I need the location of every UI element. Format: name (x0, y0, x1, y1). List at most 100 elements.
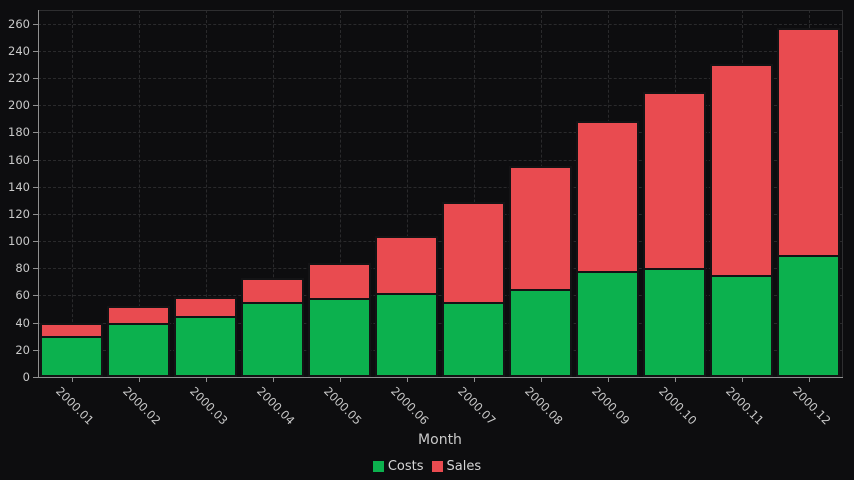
gridline-h-160 (38, 159, 842, 161)
gridline-h-60 (38, 295, 842, 297)
y-tick-label-200: 200 (8, 98, 30, 113)
y-tick-label-0: 0 (22, 370, 30, 384)
x-tick-2000.08 (540, 378, 542, 382)
y-tick-120 (33, 213, 38, 215)
gridline-h-240 (38, 50, 842, 52)
bar-segment-sales-2000.04[interactable] (241, 277, 304, 303)
bar-2000.06 (375, 235, 438, 377)
bar-segment-costs-2000.04[interactable] (241, 302, 304, 377)
y-tick-label-40: 40 (15, 315, 30, 330)
gridline-h-180 (38, 132, 842, 134)
x-tick-label-2000.04: 2000.04 (253, 384, 298, 428)
bar-segment-sales-2000.05[interactable] (308, 262, 371, 299)
bar-segment-costs-2000.05[interactable] (308, 298, 371, 377)
gridline-h-200 (38, 105, 842, 107)
x-tick-2000.12 (808, 378, 810, 382)
x-tick-label-2000.09: 2000.09 (588, 384, 633, 428)
y-tick-label-120: 120 (8, 206, 30, 221)
bar-segment-sales-2000.12[interactable] (777, 27, 840, 255)
x-tick-2000.05 (339, 378, 341, 382)
x-tick-label-2000.08: 2000.08 (521, 384, 566, 428)
y-tick-label-260: 260 (8, 16, 30, 31)
bar-2000.01 (40, 322, 103, 377)
gridline-v-2000.06 (406, 10, 408, 377)
y-tick-40 (33, 322, 38, 324)
bar-segment-costs-2000.11[interactable] (710, 275, 773, 377)
bar-segment-costs-2000.02[interactable] (107, 322, 170, 377)
bar-segment-costs-2000.12[interactable] (777, 254, 840, 377)
bar-segment-sales-2000.10[interactable] (643, 91, 706, 269)
bar-segment-sales-2000.03[interactable] (174, 296, 237, 316)
y-tick-180 (33, 132, 38, 134)
bar-2000.10 (643, 91, 706, 377)
bar-2000.04 (241, 277, 304, 377)
y-tick-label-100: 100 (8, 234, 30, 249)
plot-area (38, 10, 842, 377)
bar-segment-costs-2000.10[interactable] (643, 268, 706, 377)
gridline-v-2000.02 (138, 10, 140, 377)
bar-segment-costs-2000.03[interactable] (174, 315, 237, 377)
x-tick-2000.03 (205, 378, 207, 382)
y-tick-160 (33, 159, 38, 161)
gridline-h-80 (38, 268, 842, 270)
gridline-h-100 (38, 241, 842, 243)
plot-frame-top (38, 10, 842, 11)
legend-item-sales[interactable]: Sales (431, 459, 481, 474)
x-tick-2000.02 (138, 378, 140, 382)
y-tick-label-80: 80 (15, 261, 30, 276)
bar-segment-costs-2000.09[interactable] (576, 270, 639, 377)
y-tick-label-140: 140 (8, 179, 30, 194)
bar-segment-sales-2000.08[interactable] (509, 166, 572, 289)
y-tick-260 (33, 23, 38, 25)
bar-2000.09 (576, 121, 639, 377)
bar-segment-sales-2000.02[interactable] (107, 306, 170, 323)
legend-swatch-sales-icon (431, 461, 443, 472)
x-tick-label-2000.12: 2000.12 (789, 384, 834, 428)
y-tick-label-220: 220 (8, 70, 30, 85)
x-tick-2000.06 (406, 378, 408, 382)
bar-segment-costs-2000.06[interactable] (375, 292, 438, 377)
bar-segment-sales-2000.07[interactable] (442, 201, 505, 303)
bar-segment-costs-2000.07[interactable] (442, 302, 505, 377)
bar-segment-sales-2000.11[interactable] (710, 64, 773, 276)
bar-segment-costs-2000.08[interactable] (509, 288, 572, 377)
x-tick-2000.04 (272, 378, 274, 382)
plot-frame-right (842, 10, 843, 377)
y-tick-label-180: 180 (8, 125, 30, 140)
legend-label-costs: Costs (387, 459, 424, 474)
gridline-h-20 (38, 349, 842, 351)
legend-item-costs[interactable]: Costs (372, 459, 424, 474)
legend: Costs Sales (0, 459, 854, 474)
gridline-h-120 (38, 213, 842, 215)
gridline-v-2000.05 (339, 10, 341, 377)
x-tick-2000.01 (71, 378, 73, 382)
bar-segment-sales-2000.01[interactable] (40, 322, 103, 337)
x-axis-line (38, 377, 843, 378)
x-axis-title: Month (418, 432, 462, 448)
y-tick-220 (33, 77, 38, 79)
gridline-v-2000.04 (272, 10, 274, 377)
y-tick-140 (33, 186, 38, 188)
x-tick-label-2000.10: 2000.10 (655, 384, 700, 428)
x-tick-label-2000.11: 2000.11 (722, 384, 767, 428)
bar-segment-sales-2000.06[interactable] (375, 235, 438, 293)
bar-2000.02 (107, 306, 170, 377)
y-tick-label-240: 240 (8, 43, 30, 58)
gridline-v-2000.07 (473, 10, 475, 377)
bar-segment-costs-2000.01[interactable] (40, 336, 103, 377)
gridline-v-2000.01 (71, 10, 73, 377)
bar-2000.11 (710, 64, 773, 377)
bar-segment-sales-2000.09[interactable] (576, 121, 639, 271)
x-tick-2000.11 (741, 378, 743, 382)
gridline-h-260 (38, 23, 842, 25)
bar-2000.07 (442, 201, 505, 377)
x-tick-label-2000.06: 2000.06 (387, 384, 432, 428)
x-tick-label-2000.03: 2000.03 (186, 384, 231, 428)
y-tick-240 (33, 50, 38, 52)
bar-2000.12 (777, 27, 840, 377)
y-tick-0 (33, 377, 38, 378)
x-tick-2000.09 (607, 378, 609, 382)
x-tick-label-2000.02: 2000.02 (119, 384, 164, 428)
x-tick-2000.10 (674, 378, 676, 382)
